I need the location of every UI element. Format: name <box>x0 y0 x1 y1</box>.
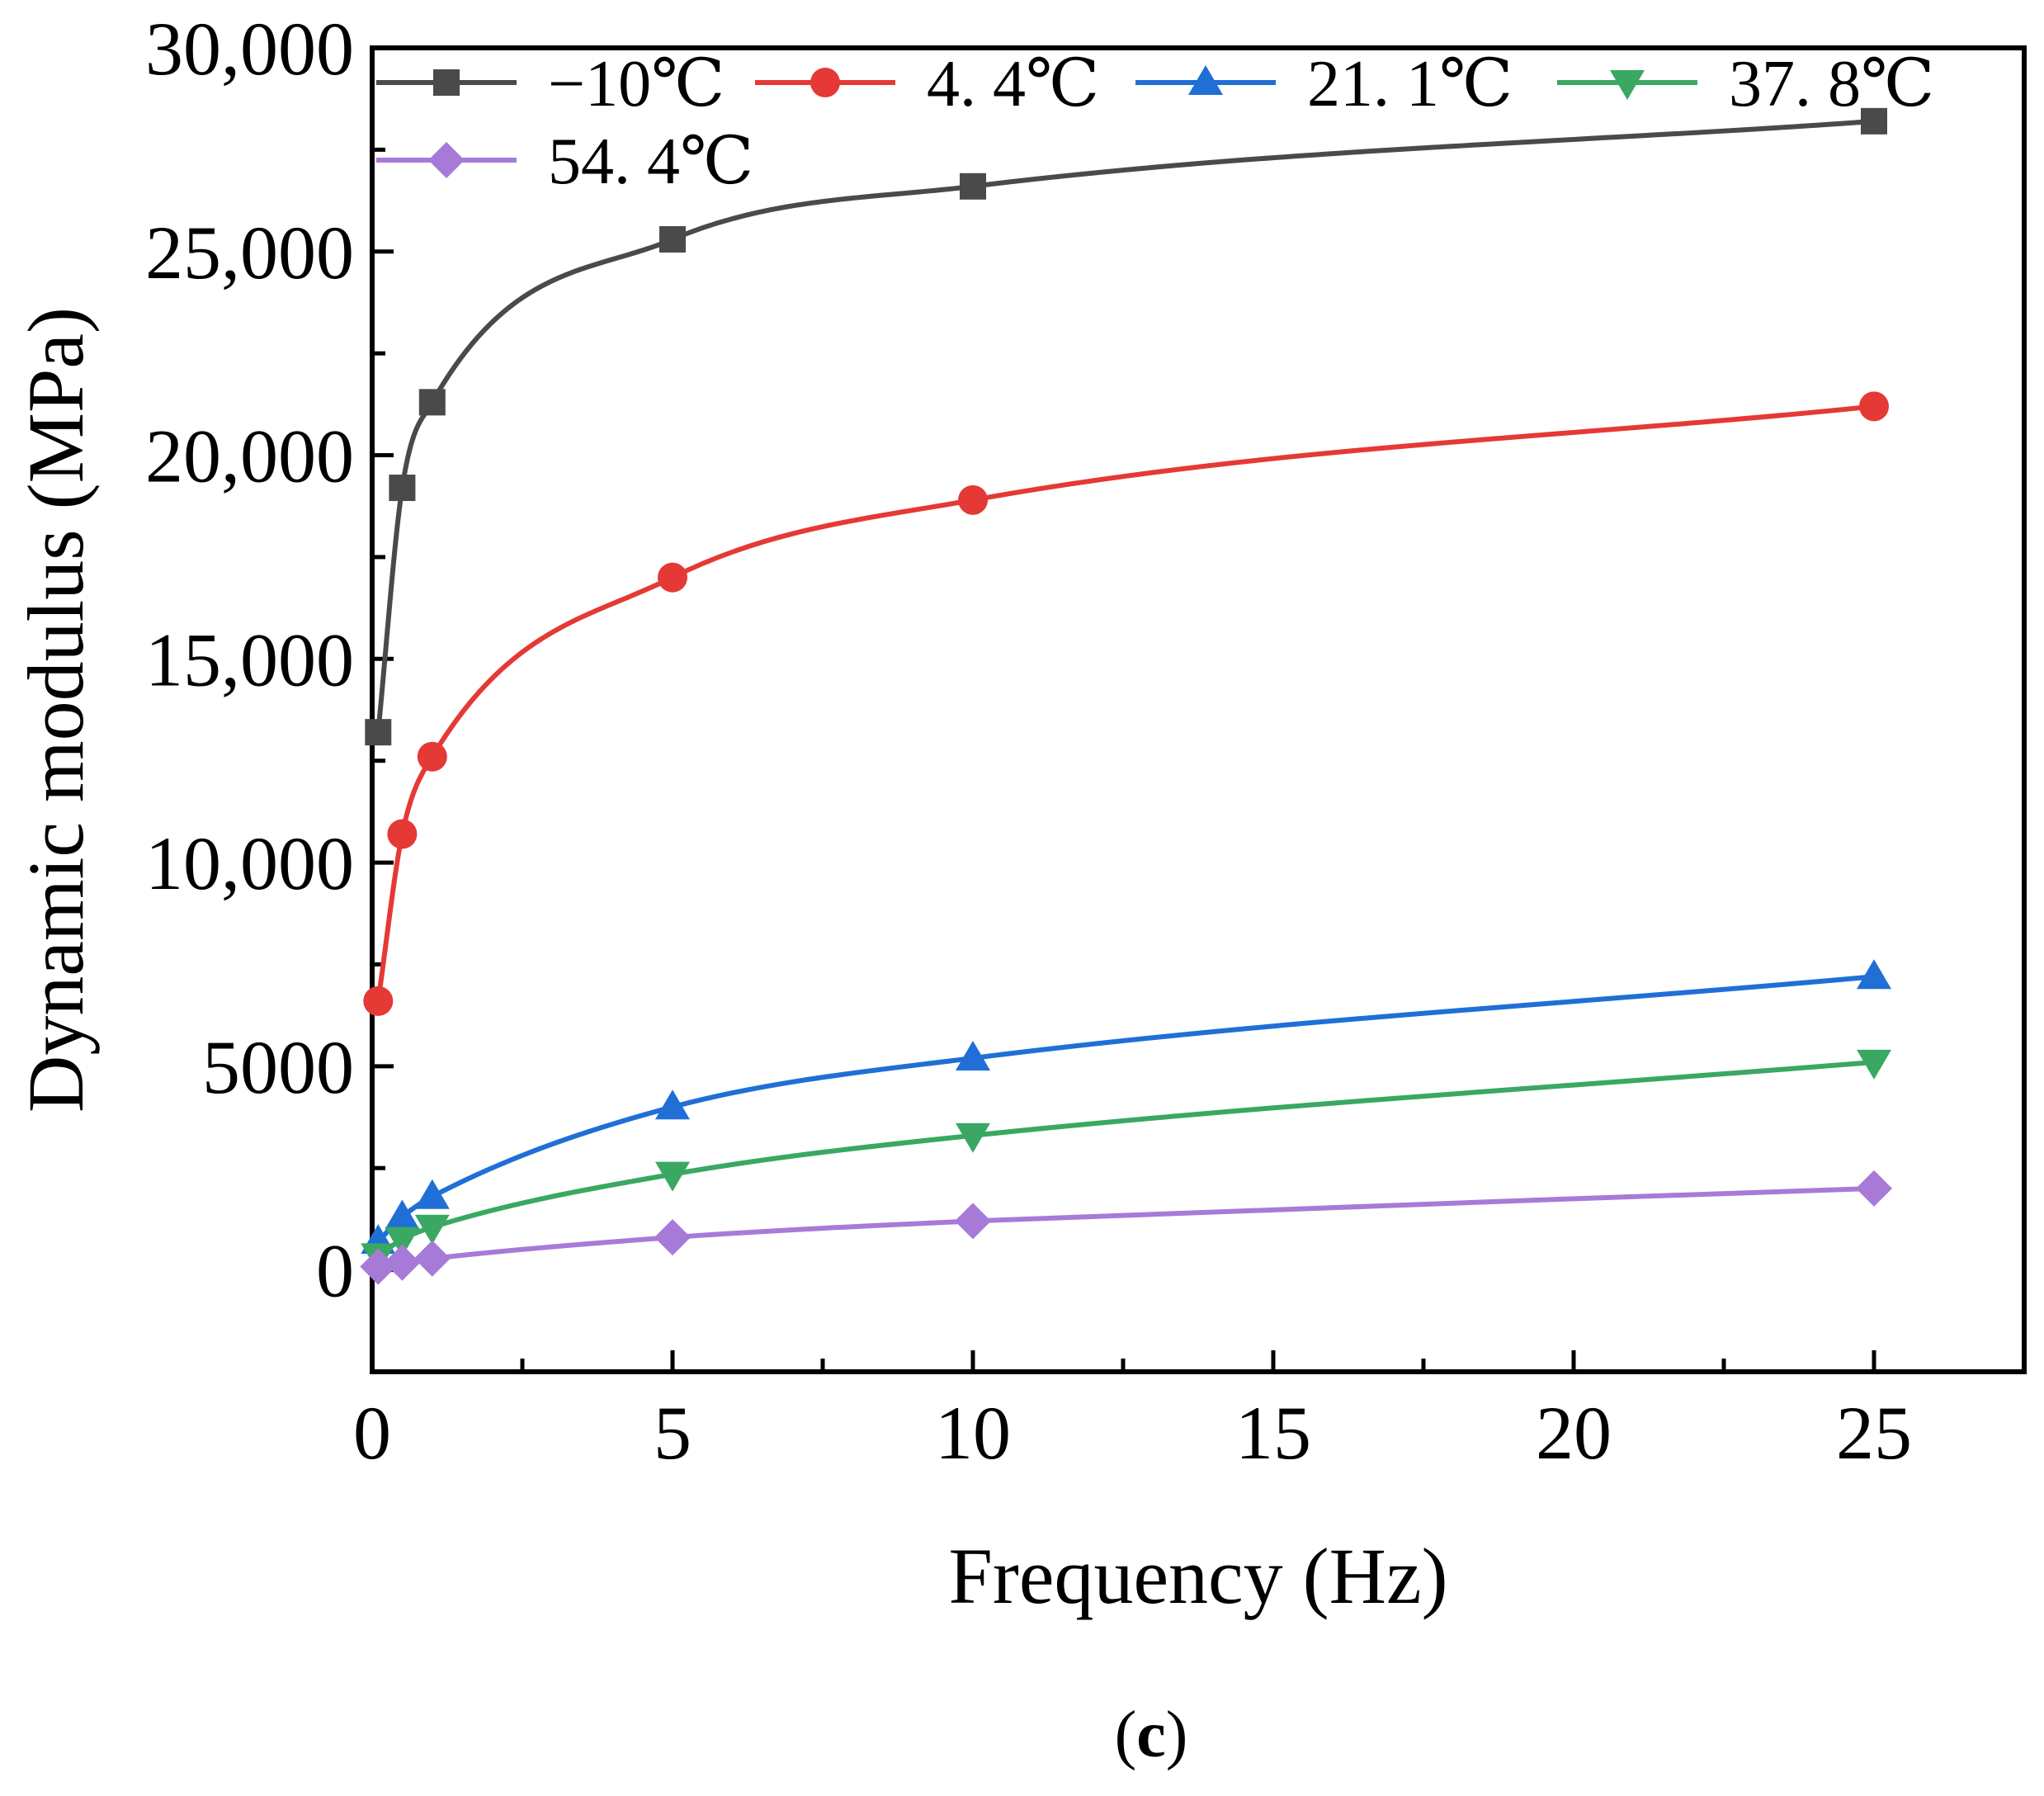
series-line <box>376 1059 1875 1258</box>
y-tick-label: 10,000 <box>145 821 354 905</box>
series-line <box>375 404 1875 1002</box>
x-axis-title: Frequency (Hz) <box>948 1532 1447 1620</box>
data-point <box>363 985 394 1016</box>
x-tick-label: 10 <box>935 1391 1011 1475</box>
legend-label: 54. 4℃ <box>548 125 754 198</box>
axis-tick-labels: 0 5 10 15 20 25 0 5000 10,000 15,000 20,000 25,000 3… <box>145 7 1912 1475</box>
data-point <box>659 225 686 253</box>
data-point <box>655 1161 690 1192</box>
data-point <box>389 475 416 502</box>
legend-label: 4. 4℃ <box>927 48 1100 121</box>
data-point <box>385 1226 420 1257</box>
series-layer <box>360 107 1892 1285</box>
data-point <box>960 173 986 200</box>
x-tick-label: 0 <box>353 1391 391 1475</box>
figure-caption: (c) <box>1115 1699 1188 1771</box>
data-point <box>384 1244 421 1281</box>
legend-item-2: 4. 4℃ <box>755 48 1100 121</box>
data-point <box>360 1248 397 1285</box>
data-point <box>365 719 392 746</box>
legend-label: 21. 1℃ <box>1307 48 1513 121</box>
x-tick-label: 25 <box>1836 1391 1912 1475</box>
data-point <box>414 1179 450 1209</box>
x-tick-label: 20 <box>1536 1391 1612 1475</box>
x-tick-label: 5 <box>654 1391 692 1475</box>
data-point <box>1856 1170 1892 1207</box>
series-line <box>377 1185 1875 1269</box>
data-point <box>956 1122 990 1153</box>
y-axis-title: Dynamic modulus (MPa) <box>12 307 100 1113</box>
data-point <box>418 389 446 416</box>
legend-item-3: 21. 1℃ <box>1135 48 1513 121</box>
legend: −10℃ 4. 4℃ 21. 1℃ 37. 8℃ 54. 4℃ <box>376 48 1935 198</box>
y-tick-label: 5000 <box>202 1025 354 1109</box>
legend-marker <box>433 69 460 96</box>
caption-open-paren: ( <box>1115 1699 1137 1771</box>
legend-marker <box>810 68 840 97</box>
legend-label: −10℃ <box>548 48 725 121</box>
data-point <box>658 562 687 593</box>
legend-marker <box>1188 65 1223 95</box>
x-tick-label: 15 <box>1235 1391 1311 1475</box>
legend-marker <box>428 142 465 178</box>
legend-marker <box>1610 70 1645 100</box>
series-line <box>376 974 1875 1244</box>
series-4 <box>361 1049 1891 1274</box>
series-5 <box>360 1170 1892 1285</box>
y-tick-label: 30,000 <box>145 7 354 91</box>
data-point <box>387 819 418 849</box>
data-point <box>958 484 988 515</box>
plot-frame <box>370 45 2027 1374</box>
data-point <box>413 1240 451 1277</box>
caption-letter: c <box>1136 1699 1166 1771</box>
y-tick-label: 25,000 <box>145 210 354 295</box>
data-point <box>956 1040 990 1071</box>
data-point <box>955 1203 991 1240</box>
series-1 <box>365 107 1887 746</box>
data-point <box>1857 1049 1891 1080</box>
legend-item-4: 37. 8℃ <box>1557 48 1935 121</box>
data-point <box>1857 959 1891 990</box>
data-point <box>1861 107 1887 135</box>
axis-ticks <box>370 45 2027 1374</box>
data-point <box>655 1089 690 1120</box>
y-tick-label: 0 <box>316 1229 354 1313</box>
data-point <box>654 1219 691 1256</box>
caption-close-paren: ) <box>1166 1699 1188 1771</box>
legend-item-1: −10℃ <box>376 48 725 121</box>
data-point <box>414 1214 450 1245</box>
series-2 <box>363 391 1889 1016</box>
data-point <box>385 1199 420 1230</box>
legend-item-5: 54. 4℃ <box>376 125 754 198</box>
legend-label: 37. 8℃ <box>1729 48 1935 121</box>
y-tick-label: 15,000 <box>145 617 354 702</box>
data-point <box>1859 391 1889 422</box>
y-tick-label: 20,000 <box>145 414 354 499</box>
data-point <box>417 741 447 772</box>
series-3 <box>361 959 1891 1255</box>
